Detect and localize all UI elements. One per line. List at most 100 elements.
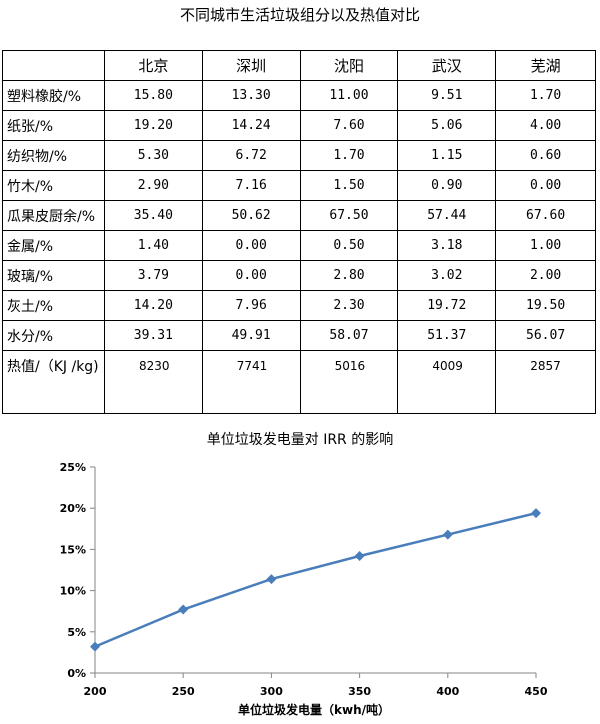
x-tick-label: 450 (525, 685, 548, 698)
row-label: 水分/% (2, 320, 105, 351)
chart-title: 单位垃圾发电量对 IRR 的影响 (207, 432, 393, 448)
table-cell: 51.37 (397, 320, 497, 351)
table-cell: 6.72 (201, 140, 301, 171)
header-cell: 沈阳 (299, 50, 399, 81)
table-cell: 5.06 (397, 110, 497, 141)
table-row: 水分/% 39.31 49.91 58.07 51.37 56.07 (2, 320, 596, 351)
table-cell: 1.50 (299, 170, 399, 201)
table-cell: 3.02 (397, 260, 497, 291)
table-row: 玻璃/% 3.79 0.00 2.80 3.02 2.00 (2, 260, 596, 291)
table-cell: 11.00 (299, 80, 399, 111)
data-point-marker (442, 529, 453, 540)
table-cell: 2.90 (103, 170, 203, 201)
row-label: 纸张/% (2, 110, 105, 141)
table-cell: 19.72 (397, 290, 497, 321)
series-line (94, 511, 537, 648)
table-cell: 8230 (103, 350, 203, 414)
row-label: 瓜果皮厨余/% (2, 200, 105, 231)
table-cell: 2.80 (299, 260, 399, 291)
table-cell: 67.50 (299, 200, 399, 231)
data-point-marker (354, 550, 365, 561)
table-row: 金属/% 1.40 0.00 0.50 3.18 1.00 (2, 230, 596, 261)
table-title: 不同城市生活垃圾组分以及热值对比 (179, 6, 420, 24)
table-cell: 0.60 (495, 140, 596, 171)
table-cell: 2.30 (299, 290, 399, 321)
table-cell: 7.96 (201, 290, 301, 321)
y-tick-label: 15% (60, 543, 86, 556)
table-row: 灰土/% 14.20 7.96 2.30 19.72 19.50 (2, 290, 596, 321)
table-cell: 49.91 (201, 320, 301, 351)
table-cell: 0.00 (201, 260, 301, 291)
header-cell: 武汉 (397, 50, 497, 81)
chart-axes: 0% 5% 10% 15% 20% 25% 200 250 300 350 400 450 (60, 461, 548, 698)
table-cell: 1.40 (103, 230, 203, 261)
table-header-row: 北京 深圳 沈阳 武汉 芜湖 (2, 50, 596, 81)
table-row: 塑料橡胶/% 15.80 13.30 11.00 9.51 1.70 (2, 80, 596, 111)
table-cell: 58.07 (299, 320, 399, 351)
row-label: 塑料橡胶/% (2, 80, 105, 111)
chart-canvas: 单位垃圾发电量对 IRR 的影响 0% 5% 10% 15% 20% 25% 200 250 3… (60, 432, 548, 717)
y-tick-label: 10% (60, 585, 86, 598)
table-cell: 3.79 (103, 260, 203, 291)
row-label: 竹木/% (2, 170, 105, 201)
table-cell: 19.20 (103, 110, 203, 141)
table-row: 纺织物/% 5.30 6.72 1.70 1.15 0.60 (2, 140, 596, 171)
table-cell: 0.00 (201, 230, 301, 261)
table-cell: 1.15 (397, 140, 497, 171)
x-tick-label: 300 (260, 685, 283, 698)
chart-plot (90, 508, 541, 652)
table-cell: 5.30 (103, 140, 203, 171)
irr-chart: 单位垃圾发电量对 IRR 的影响 0% 5% 10% 15% 20% 25% 200 250 3… (0, 418, 600, 720)
header-cell (2, 50, 105, 81)
table-cell: 1.70 (299, 140, 399, 171)
table-cell: 2857 (495, 350, 596, 414)
table-row: 竹木/% 2.90 7.16 1.50 0.90 0.00 (2, 170, 596, 201)
data-point-marker (178, 604, 189, 615)
comparison-table: 北京 深圳 沈阳 武汉 芜湖 塑料橡胶/% 15.80 13.30 11.00 9.51… (2, 50, 596, 414)
table-cell: 1.00 (495, 230, 596, 261)
row-label: 热值/（KJ /kg) (2, 350, 105, 414)
table-cell: 67.60 (495, 200, 596, 231)
header-cell: 北京 (103, 50, 203, 81)
y-tick-label: 0% (67, 667, 86, 680)
table-cell: 7.16 (201, 170, 301, 201)
table-cell: 14.20 (103, 290, 203, 321)
table-cell: 0.90 (397, 170, 497, 201)
table-cell: 2.00 (495, 260, 596, 291)
table-cell: 3.18 (397, 230, 497, 261)
header-cell: 深圳 (201, 50, 301, 81)
y-tick-label: 5% (67, 626, 86, 639)
row-label: 灰土/% (2, 290, 105, 321)
row-label: 金属/% (2, 230, 105, 261)
y-tick-label: 20% (60, 502, 86, 515)
table-cell: 1.70 (495, 80, 596, 111)
x-tick-label: 350 (348, 685, 371, 698)
table-cell: 4.00 (495, 110, 596, 141)
table-row: 热值/（KJ /kg) 8230 7741 5016 4009 2857 (2, 350, 596, 414)
row-label: 玻璃/% (2, 260, 105, 291)
table-cell: 9.51 (397, 80, 497, 111)
table-row: 纸张/% 19.20 14.24 7.60 5.06 4.00 (2, 110, 596, 141)
table-cell: 5016 (299, 350, 399, 414)
table-cell: 15.80 (103, 80, 203, 111)
table-cell: 50.62 (201, 200, 301, 231)
table-cell: 7.60 (299, 110, 399, 141)
table-cell: 4009 (397, 350, 497, 414)
table-cell: 19.50 (495, 290, 596, 321)
table-cell: 39.31 (103, 320, 203, 351)
header-cell: 芜湖 (495, 50, 596, 81)
table-cell: 35.40 (103, 200, 203, 231)
data-point-marker (531, 508, 541, 519)
row-label: 纺织物/% (2, 140, 105, 171)
data-point-marker (90, 641, 100, 652)
table-cell: 13.30 (201, 80, 301, 111)
x-tick-label: 250 (172, 685, 195, 698)
y-tick-label: 25% (60, 461, 86, 474)
table-cell: 0.50 (299, 230, 399, 261)
table-cell: 7741 (201, 350, 301, 414)
table-cell: 0.00 (495, 170, 596, 201)
data-point-marker (266, 574, 277, 585)
table-cell: 56.07 (495, 320, 596, 351)
table-cell: 57.44 (397, 200, 497, 231)
table-cell: 14.24 (201, 110, 301, 141)
